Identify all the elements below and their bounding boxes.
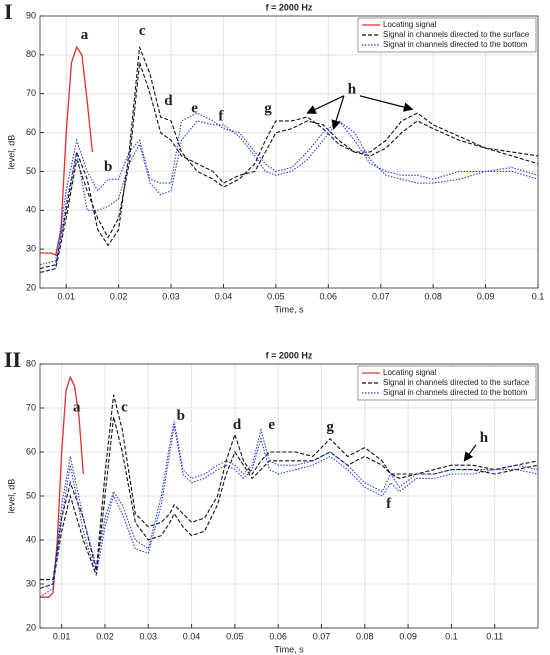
x-tick-label: 0.11 [486,631,503,641]
y-axis-label: level, dB [6,135,16,170]
y-tick-label: 20 [26,282,36,292]
y-tick-label: 30 [26,578,36,588]
x-tick-label: 0.06 [269,631,287,641]
x-tick-label: 0.08 [424,291,442,301]
legend-label: Signal in channels directed to the surfa… [383,30,530,39]
annotation: b [104,159,112,175]
annotation-arrow [306,95,345,114]
plot-frame [39,15,539,289]
x-tick-label: 0.02 [96,631,114,641]
annotation: g [326,419,334,435]
data-line [39,416,539,589]
data-line [40,394,539,581]
data-line [39,120,539,274]
legend-label: Signal in channels directed to the botto… [383,388,528,397]
annotation: d [164,93,173,109]
y-tick-label: 80 [26,49,36,59]
annotation: h [480,430,489,446]
annotation: e [268,417,275,433]
y-axis-label: level, dB [6,479,16,514]
data-line [39,421,539,589]
data-line [39,112,539,266]
data-line [40,375,84,598]
annotation: c [139,23,146,39]
x-tick-label: 0.1 [445,631,458,641]
chart-title: f = 2000 Hz [266,350,313,360]
x-tick-label: 0.04 [183,631,201,641]
y-tick-label: 80 [26,358,36,368]
annotation-arrow [463,444,477,462]
x-tick-label: 0.03 [162,291,180,301]
y-tick-label: 50 [26,166,36,176]
legend-box [357,365,537,401]
x-tick-label: 0.09 [477,291,495,301]
annotation: c [121,399,128,415]
annotation: f [218,108,224,124]
panel-label: II [4,347,21,372]
annotation: a [81,27,89,43]
legend-label: Locating signal [383,368,437,377]
x-tick-label: 0.06 [320,291,338,301]
x-tick-label: 0.1 [532,291,545,301]
x-tick-label: 0.07 [313,631,331,641]
chart-title: f = 2000 Hz [266,2,313,12]
legend-label: Signal in channels directed to the surfa… [383,378,530,387]
x-tick-label: 0.01 [53,631,71,641]
legend-label: Locating signal [383,20,437,29]
y-tick-label: 40 [26,534,36,544]
plot-frame [39,363,539,629]
data-line [40,45,94,256]
panel-label: I [4,0,13,24]
y-tick-label: 40 [26,205,36,215]
x-tick-label: 0.02 [110,291,128,301]
y-tick-label: 70 [26,402,36,412]
y-tick-label: 60 [26,446,36,456]
annotation: b [177,408,185,424]
annotation: f [386,496,392,512]
data-line [39,46,539,270]
y-tick-label: 50 [26,490,36,500]
y-tick-label: 90 [26,10,36,20]
annotation-arrow [331,95,345,130]
x-tick-label: 0.04 [215,291,233,301]
y-tick-label: 30 [26,244,36,254]
x-tick-label: 0.08 [356,631,374,641]
annotation: h [348,81,357,97]
y-tick-label: 20 [26,622,36,632]
legend-label: Signal in channels directed to the botto… [383,40,528,49]
x-tick-label: 0.05 [267,291,285,301]
x-tick-label: 0.09 [399,631,417,641]
y-tick-label: 70 [26,88,36,98]
data-line [39,425,539,598]
annotation: g [264,101,272,117]
y-tick-label: 60 [26,127,36,137]
data-line [39,62,539,274]
annotation: d [233,417,242,433]
x-tick-label: 0.05 [226,631,244,641]
x-tick-label: 0.01 [57,291,75,301]
legend-box [357,17,537,53]
annotation: e [191,101,198,117]
x-axis-label: Time, s [274,304,304,314]
x-axis-label: Time, s [274,644,304,654]
x-tick-label: 0.03 [139,631,157,641]
x-tick-label: 0.07 [372,291,390,301]
annotation: a [73,399,81,415]
annotation-arrow [359,95,414,112]
